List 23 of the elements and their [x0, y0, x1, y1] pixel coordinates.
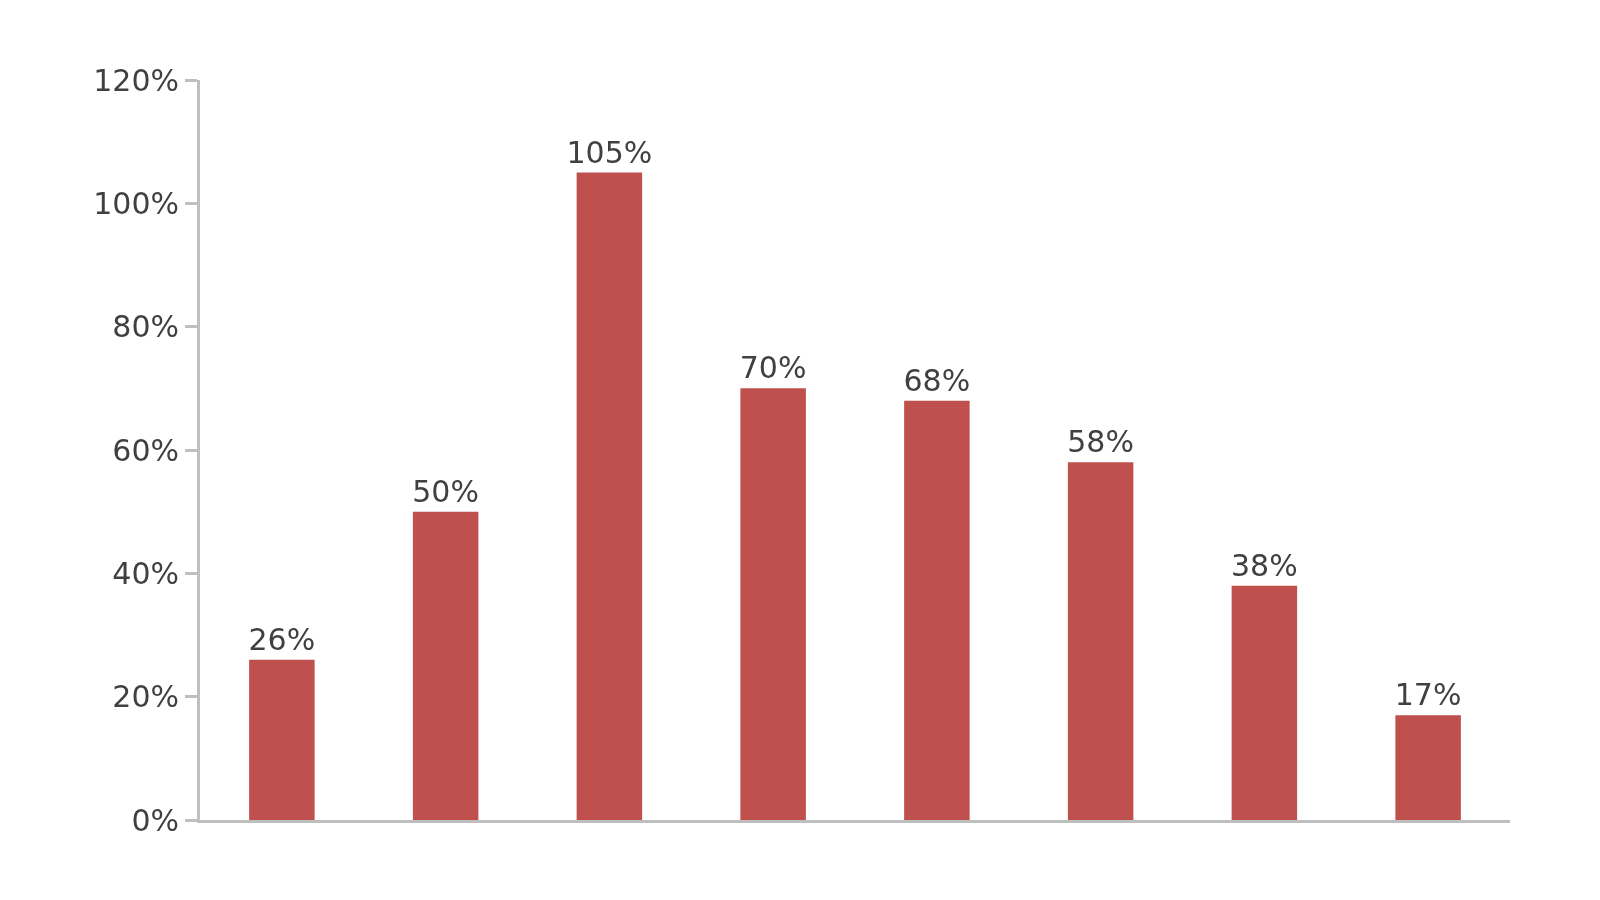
bar — [1395, 715, 1461, 820]
data-label: 58% — [1067, 424, 1134, 460]
y-tick-label: 100% — [93, 185, 179, 221]
data-label: 50% — [412, 473, 479, 509]
y-tick-label: 20% — [112, 679, 179, 715]
y-tick-label: 60% — [112, 432, 179, 468]
bar — [249, 659, 315, 820]
data-label: 70% — [739, 350, 807, 386]
data-label: 68% — [903, 362, 971, 398]
y-tick-label: 120% — [93, 62, 179, 98]
data-label: 105% — [566, 134, 653, 170]
bar — [412, 511, 479, 820]
bar — [904, 400, 970, 820]
y-tick-label: 0% — [131, 802, 179, 838]
data-label: 38% — [1231, 547, 1298, 583]
bar — [740, 388, 806, 820]
y-tick-label: 40% — [112, 555, 179, 591]
y-tick-label: 80% — [112, 309, 179, 345]
bar — [1067, 462, 1134, 820]
bar — [1231, 585, 1298, 820]
bar — [576, 172, 643, 820]
data-label: 26% — [248, 621, 316, 657]
data-label: 17% — [1394, 677, 1462, 713]
